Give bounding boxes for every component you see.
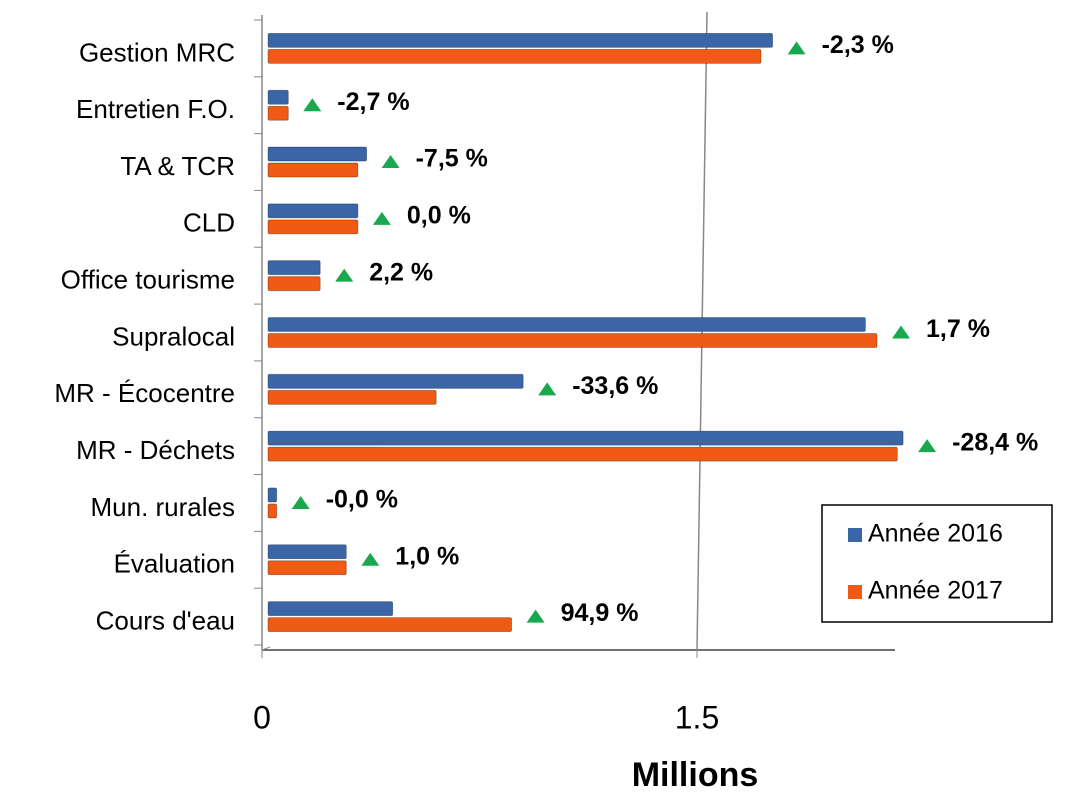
- y-tick-label: CLD: [183, 208, 235, 238]
- y-tick-label: Cours d'eau: [96, 605, 235, 635]
- annotation: 2,2 %: [369, 258, 433, 286]
- bar: [267, 33, 774, 48]
- legend-label: Année 2016: [868, 520, 1003, 548]
- y-tick-label: Mun. rurales: [91, 492, 236, 522]
- annotation: -2,7 %: [337, 88, 409, 116]
- annotation: -28,4 %: [952, 429, 1038, 457]
- bar: [267, 276, 321, 292]
- legend-swatch: [848, 585, 862, 599]
- annotation-marker: [787, 41, 806, 55]
- bar: [267, 601, 394, 616]
- wall-edge: [261, 646, 271, 651]
- bar: [267, 544, 347, 560]
- y-tick-label: Évaluation: [114, 549, 235, 579]
- y-tick-label: Supralocal: [112, 321, 235, 351]
- y-tick-label: Gestion MRC: [79, 37, 235, 67]
- annotation-marker: [526, 609, 545, 623]
- annotation: -0,0 %: [326, 486, 398, 514]
- legend-box: [821, 504, 1053, 623]
- annotation-marker: [372, 211, 391, 225]
- annotation: -7,5 %: [416, 145, 488, 173]
- bar: [267, 203, 359, 219]
- bar: [267, 373, 524, 389]
- annotation: 0,0 %: [407, 201, 471, 229]
- bar: [267, 146, 367, 162]
- y-tick-label: Entretien F.O.: [76, 94, 235, 124]
- bar: [267, 260, 321, 276]
- bar: [267, 446, 898, 462]
- annotation: -2,3 %: [822, 31, 894, 59]
- bar: [267, 105, 289, 121]
- annotation-marker: [303, 98, 322, 112]
- bar: [267, 560, 347, 576]
- annotation: 94,9 %: [561, 599, 639, 627]
- bar: [267, 317, 866, 332]
- y-tick-label: MR - Écocentre: [54, 378, 235, 408]
- bar: [267, 333, 878, 348]
- bar: [267, 89, 289, 105]
- y-tick-label: Office tourisme: [61, 265, 235, 295]
- bar: [267, 617, 513, 632]
- annotation-marker: [892, 325, 910, 339]
- annotation: -33,6 %: [572, 372, 658, 400]
- x-tick-label: 0: [253, 699, 271, 735]
- annotation-marker: [291, 495, 310, 509]
- y-tick-label: TA & TCR: [120, 151, 235, 181]
- legend-swatch: [848, 528, 862, 542]
- bar: [267, 430, 904, 446]
- x-tick-label: 1.5: [675, 699, 719, 735]
- bar: [267, 503, 278, 519]
- annotation-marker: [381, 155, 400, 169]
- bar: [267, 49, 762, 64]
- annotation-marker: [918, 439, 937, 453]
- bar: [267, 162, 359, 178]
- annotation-marker: [335, 268, 354, 282]
- legend-label: Année 2017: [868, 577, 1003, 605]
- annotation: 1,0 %: [395, 542, 459, 570]
- bar: [267, 389, 437, 405]
- annotation: 1,7 %: [926, 315, 990, 343]
- x-axis-label: Millions: [632, 756, 759, 793]
- annotation-marker: [361, 552, 380, 566]
- bar: [267, 487, 278, 503]
- annotation-marker: [538, 382, 557, 396]
- bar: [267, 219, 359, 235]
- y-tick-label: MR - Déchets: [76, 435, 235, 465]
